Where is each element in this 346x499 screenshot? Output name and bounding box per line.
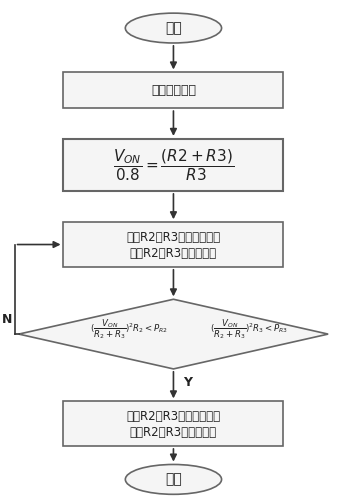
Text: $(\dfrac{V_{ON}}{R_2+R_3})^2R_2 < P_{R2}$: $(\dfrac{V_{ON}}{R_2+R_3})^2R_2 < P_{R2}… (90, 317, 168, 341)
Text: 选择R2、R3的电阻功率: 选择R2、R3的电阻功率 (130, 247, 217, 260)
Text: $(\dfrac{V_{ON}}{R_2+R_3})^2R_3 < P_{R3}$: $(\dfrac{V_{ON}}{R_2+R_3})^2R_3 < P_{R3}… (210, 317, 288, 341)
Text: 结束: 结束 (165, 473, 182, 487)
Text: Y: Y (183, 376, 192, 389)
Polygon shape (19, 299, 328, 369)
FancyBboxPatch shape (63, 222, 283, 267)
Text: 确定R2、R3的电阻功率: 确定R2、R3的电阻功率 (130, 426, 217, 439)
FancyBboxPatch shape (63, 401, 283, 446)
Text: 确定R2、R3的电阻值大小: 确定R2、R3的电阻值大小 (126, 410, 220, 423)
FancyBboxPatch shape (63, 139, 283, 191)
Text: 选择R2、R3的电阻值大小: 选择R2、R3的电阻值大小 (126, 231, 220, 244)
Text: 确定启动电压: 确定启动电压 (151, 84, 196, 97)
FancyBboxPatch shape (63, 72, 283, 108)
Text: N: N (2, 313, 12, 326)
Ellipse shape (125, 465, 221, 495)
Text: 开始: 开始 (165, 21, 182, 35)
Text: $\dfrac{V_{ON}}{0.8}=\dfrac{(R2+R3)}{R3}$: $\dfrac{V_{ON}}{0.8}=\dfrac{(R2+R3)}{R3}… (113, 147, 234, 183)
Ellipse shape (125, 13, 221, 43)
